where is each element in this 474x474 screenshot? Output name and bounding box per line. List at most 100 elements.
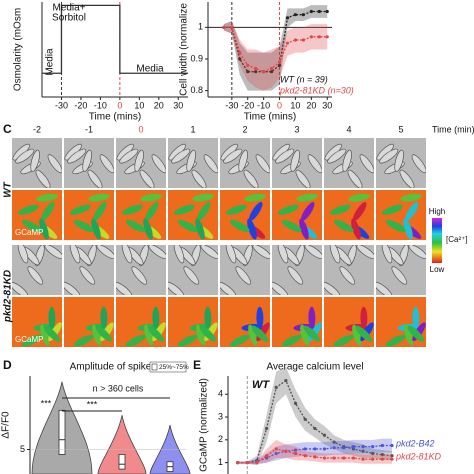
cell (255, 154, 270, 174)
time-label: 2 (242, 124, 247, 134)
micrograph (324, 138, 374, 188)
data-point (361, 445, 365, 449)
data-point (238, 51, 242, 55)
cell (43, 325, 61, 342)
iqr-box (118, 453, 126, 470)
micrograph (12, 190, 62, 240)
cell (229, 219, 250, 232)
data-point (309, 9, 313, 14)
data-point (293, 448, 298, 452)
cell (399, 169, 415, 188)
micrograph (64, 138, 114, 188)
y-tick-label: 2 (218, 434, 223, 444)
data-point (293, 38, 298, 42)
micrograph (272, 297, 322, 347)
cell (200, 245, 218, 260)
data-point (274, 385, 278, 389)
data-point (361, 449, 365, 453)
data-point (303, 447, 307, 451)
data-point (361, 457, 365, 461)
data-point (325, 9, 329, 14)
cell (92, 324, 102, 346)
data-point (371, 457, 375, 461)
data-point (322, 447, 327, 451)
x-tick-label: 0 (117, 100, 122, 110)
cell (405, 202, 419, 221)
cell (177, 334, 198, 347)
annotation: Media (45, 48, 56, 76)
cell (275, 148, 295, 164)
cell (147, 325, 165, 342)
cell (359, 154, 374, 174)
cell (225, 245, 237, 264)
data-point (342, 446, 346, 450)
x-axis-label: Time (mins) (89, 112, 141, 123)
data-line (42, 4, 188, 74)
cell (12, 281, 29, 295)
micrograph (272, 245, 322, 295)
micrograph (220, 138, 270, 188)
cell (27, 266, 44, 285)
colorbar-high: High (429, 207, 445, 216)
data-point (277, 63, 282, 67)
cell (385, 219, 406, 232)
cell (125, 219, 146, 232)
micrograph (168, 138, 218, 188)
cell (327, 148, 347, 164)
series-label: pkd2-81KD (395, 451, 442, 461)
cell (404, 324, 414, 346)
time-label: 4 (346, 124, 351, 134)
cell (143, 218, 153, 240)
data-point (245, 461, 249, 465)
cell (99, 154, 114, 174)
micrograph (64, 245, 114, 295)
cell (244, 193, 266, 202)
cell (100, 306, 108, 329)
cell (134, 149, 144, 172)
data-point (390, 443, 394, 448)
cell (195, 218, 205, 240)
cell (295, 169, 311, 188)
panel-label: E (193, 358, 201, 372)
y-tick-label: 0.9 (190, 53, 203, 63)
cell (301, 202, 315, 221)
annotation: Media+ (52, 3, 85, 14)
micrograph (168, 297, 218, 347)
data-point (332, 440, 336, 444)
cell (333, 219, 354, 232)
data-point (285, 41, 290, 45)
data-point (246, 63, 250, 67)
x-tick-label: -30 (225, 100, 238, 110)
data-point (332, 456, 336, 460)
cell (360, 306, 368, 329)
cell (394, 149, 404, 172)
cell (333, 334, 354, 347)
cell (376, 281, 393, 295)
micrograph (272, 190, 322, 240)
x-tick-label: -20 (241, 100, 254, 110)
row-label: pkd2-81KD (3, 270, 14, 323)
colorbar-low: Low (430, 265, 445, 274)
data-point (322, 456, 327, 460)
cell (69, 245, 81, 264)
micrograph (220, 245, 270, 295)
x-tick-label: 20 (154, 100, 164, 110)
y-tick-label: 1 (198, 22, 203, 32)
cell (82, 149, 92, 172)
x-tick-label: -30 (55, 100, 68, 110)
cell (145, 202, 159, 221)
cell (247, 218, 257, 240)
cell (281, 334, 302, 347)
cell (95, 325, 113, 342)
y-tick-label: 1 (218, 457, 223, 467)
data-point (313, 447, 317, 451)
y-tick-label: 0.8 (190, 85, 203, 95)
x-tick-label: -10 (94, 100, 107, 110)
data-point (274, 447, 278, 451)
cell (17, 245, 29, 264)
data-point (371, 451, 375, 456)
micrograph (220, 297, 270, 347)
cell (408, 245, 426, 260)
data-point (301, 13, 305, 17)
y-axis-label: ΔF/F0 (1, 411, 12, 439)
